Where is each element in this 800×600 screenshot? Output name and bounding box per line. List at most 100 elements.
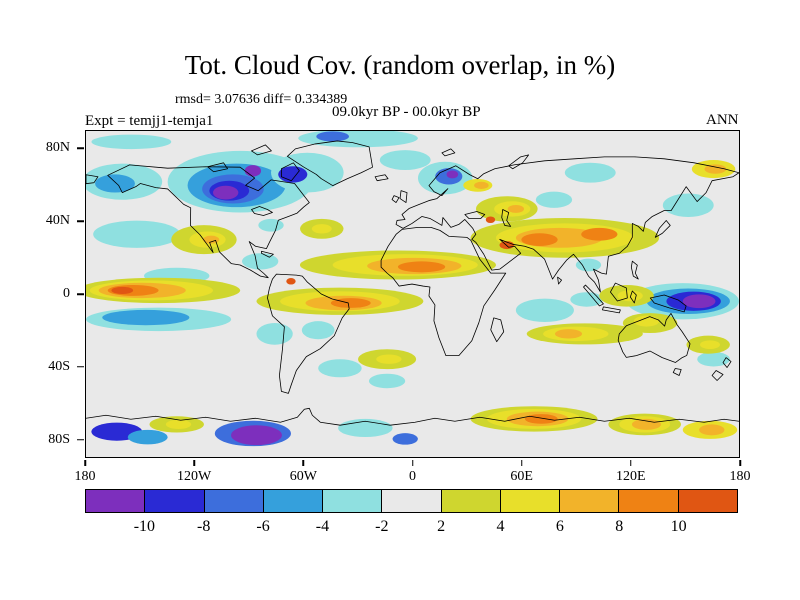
anomaly-blob [318,359,362,378]
anomaly-blob [699,424,725,436]
period-line: 09.0kyr BP - 00.0kyr BP [332,104,481,120]
colorbar-level-label: 6 [555,518,564,535]
lat-axis: 80N 40N 0 40S 80S [0,130,84,458]
anomaly-blob [697,351,730,367]
lat-tick-label: 40S [48,358,70,374]
coastline-ellesmere-island [251,144,272,156]
colorbar-level-label: -10 [133,518,156,535]
anomaly-blob [102,309,190,326]
anomaly-blob [515,298,574,323]
anomaly-blob [397,261,446,273]
lon-tick-mark [84,459,86,466]
lat-tick-label: 0 [63,286,70,301]
colorbar-segment [559,490,619,512]
coastline-tasmania [672,368,682,376]
anomaly-blob [570,292,604,307]
anomaly-blob [278,166,308,183]
colorbar-segment [322,490,382,512]
coastline-eurasia [395,156,739,293]
anomaly-blob [127,429,168,445]
lat-tick-mark [77,220,84,222]
coastline-greenland [286,140,373,187]
anomaly-blob [633,315,660,327]
lon-tick-label: 0 [409,468,416,484]
anomaly-blob [93,220,181,248]
coastline-chukotka-fragment [86,174,99,185]
lon-tick-label: 60W [289,468,317,484]
colorbar-segment [677,490,737,512]
anomaly-blob [242,253,279,270]
plot-title: Tot. Cloud Cov. (random overlap, in %) [184,50,616,80]
anomaly-blob [316,131,349,142]
anomaly-blob [524,414,558,424]
colorbar-level-label: 2 [437,518,446,535]
coastline-black-sea [464,211,486,219]
anomaly-blob [311,224,332,234]
colorbar-segment [618,490,678,512]
coastline-baffin-island [281,162,300,182]
anomaly-blob [286,277,296,285]
lon-tick-mark [193,459,195,466]
coastline-iceland [374,174,389,182]
coastline-north-america [107,164,310,279]
coastline-new-guinea [649,294,687,313]
lon-tick-mark [739,459,741,466]
anomaly-blob [376,354,402,364]
anomaly-blob [682,294,716,309]
lat-tick-label: 80S [48,431,70,447]
lat-tick-mark [77,439,84,441]
experiment-label: Expt = temjj1-temja1 [85,113,214,129]
lon-tick-mark [302,459,305,466]
coastline-novaya-zemlya [508,154,530,170]
anomaly-blob [507,204,525,213]
colorbar-level-label: 4 [496,518,505,535]
stats-line: rmsd= 3.07636 diff= 0.334389 [175,92,348,107]
lon-tick-label: 60E [510,468,533,484]
lat-tick-mark [77,293,84,295]
map-panel [85,130,740,458]
anomaly-blob [379,150,431,170]
coastline-philippines [630,260,639,280]
colorbar-labels: -10 -8 -6 -4 -2 2 4 6 8 10 [85,518,738,540]
coastline-svalbard [441,148,456,157]
coastline-sulawesi [629,290,637,304]
colorbar-level-label: 10 [670,518,687,535]
lon-axis: 180 120W 60W 0 60E 120E 180 [75,459,751,492]
anomaly-blob [392,433,418,445]
anomaly-blob [474,181,489,189]
lon-tick-label: 120E [616,468,646,484]
colorbar-segment [203,490,263,512]
anomaly-map [86,131,739,457]
coastline-new-zealand-south [711,370,724,381]
anomaly-blob [631,418,662,430]
lon-tick-mark [520,459,523,466]
coastline-cuba [261,250,274,258]
anomaly-blob [662,193,714,217]
season-label: ANN [706,112,739,128]
anomaly-blob [91,134,172,150]
anomaly-blob [202,235,220,244]
anomaly-blob [485,216,496,224]
anomaly-blob [575,258,602,272]
colorbar-level-label: -8 [197,518,211,535]
coastline-sumatra [583,284,604,307]
coastlines [86,140,739,426]
colorbar-level-label: -4 [315,518,330,535]
colorbar-segment [86,490,145,512]
lat-tick-mark [77,366,84,368]
coastline-great-lakes [251,206,273,216]
anomaly-blob [700,340,720,350]
anomaly-blob [521,233,558,246]
lon-tick-mark [411,459,414,466]
colorbar-segment [144,490,204,512]
anomaly-blob [301,321,335,340]
colorbar-level-label: 8 [615,518,624,535]
anomaly-blob [330,298,371,308]
anomaly-blob [368,373,406,389]
coastline-ireland [391,195,400,203]
colorbar-segment [440,490,500,512]
lon-tick-mark [630,459,632,466]
anomaly-blob [244,165,262,177]
anomaly-blob [446,170,459,179]
